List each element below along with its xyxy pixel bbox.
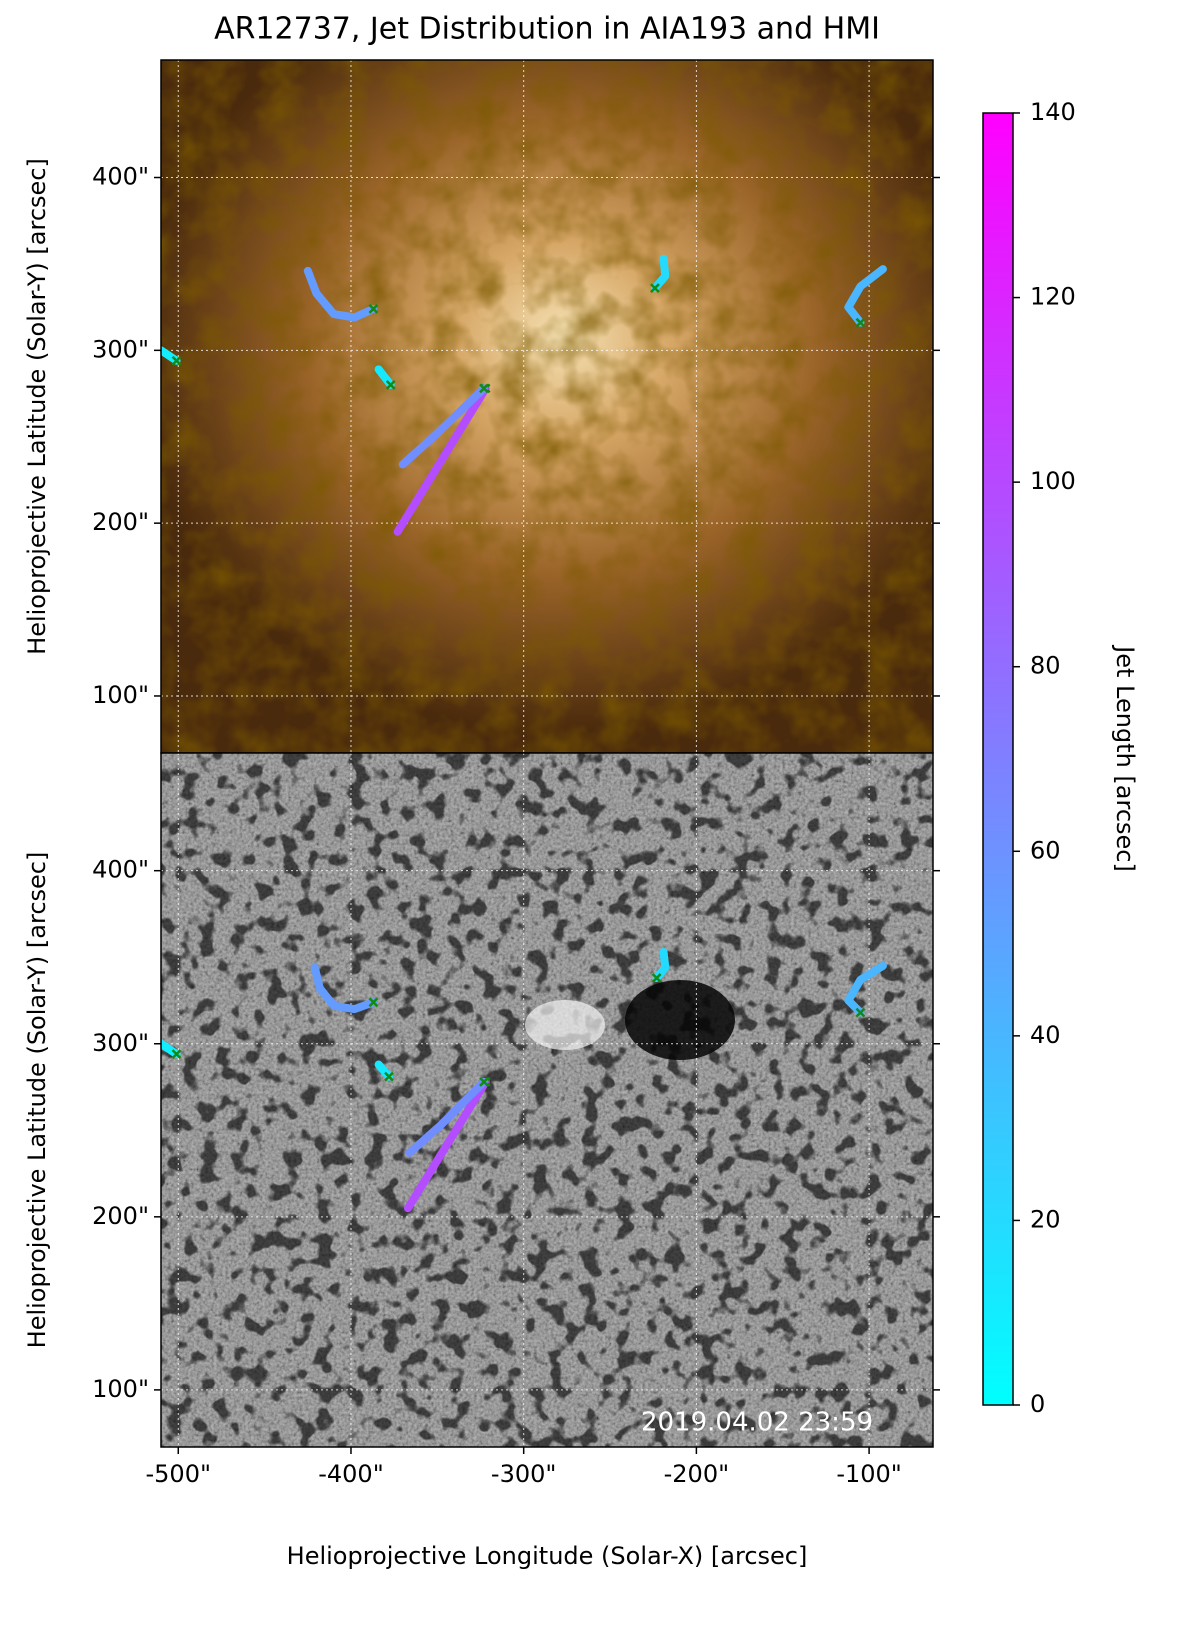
y-axis-label: Helioprojective Latitude (Solar-Y) [arcs… <box>23 852 51 1349</box>
jet <box>398 384 488 469</box>
colorbar-tick-label: 20 <box>1030 1205 1061 1233</box>
colorbar-tick-label: 140 <box>1030 98 1076 126</box>
figure-title: AR12737, Jet Distribution in AIA193 and … <box>214 12 880 47</box>
colorbar-tick-label: 60 <box>1030 836 1061 864</box>
jet-base-marker <box>651 973 662 983</box>
colorbar <box>982 112 1014 1406</box>
jet-base-marker <box>171 1049 182 1060</box>
jet-base-marker <box>650 283 660 294</box>
panel <box>161 753 933 1447</box>
colorbar-tick-label: 80 <box>1030 652 1061 680</box>
jet-base-marker <box>855 1007 866 1018</box>
jet <box>310 963 378 1014</box>
y-axis-label: Helioprojective Latitude (Solar-Y) [arcs… <box>23 158 51 655</box>
x-tick-label: -400" <box>318 1460 384 1488</box>
y-tick-label: 300" <box>92 335 149 363</box>
colorbar-tick-label: 100 <box>1030 467 1076 495</box>
jet <box>303 266 378 322</box>
colorbar-tick-label: 40 <box>1030 1021 1061 1049</box>
colorbar-label: Jet Length [arcsec] <box>1111 644 1139 872</box>
jet <box>393 384 490 536</box>
annotation: 2019.04.02 23:59 <box>641 1408 873 1438</box>
panel <box>161 60 933 753</box>
jet <box>403 1077 490 1213</box>
x-tick-label: -300" <box>491 1460 557 1488</box>
x-axis-label: Helioprojective Longitude (Solar-X) [arc… <box>287 1542 808 1570</box>
x-tick-label: -100" <box>836 1460 902 1488</box>
jet <box>405 1077 488 1157</box>
jet-base-marker <box>385 380 396 390</box>
y-tick-label: 200" <box>92 1202 149 1230</box>
y-tick-label: 400" <box>92 856 149 884</box>
x-tick-label: -500" <box>146 1460 212 1488</box>
magnetic-region <box>625 980 735 1060</box>
jet-base-marker <box>384 1071 394 1082</box>
colorbar-tick-label: 0 <box>1030 1390 1045 1418</box>
image-spots <box>161 753 933 1447</box>
axes-frame <box>160 752 934 1448</box>
jet-base-marker <box>855 317 866 328</box>
y-tick-label: 300" <box>92 1029 149 1057</box>
jet <box>844 265 887 327</box>
y-tick-label: 100" <box>92 681 149 709</box>
jet-base-marker <box>368 303 379 314</box>
jet-base-marker <box>479 1076 489 1087</box>
colorbar-tick-label: 120 <box>1030 283 1076 311</box>
y-tick-label: 400" <box>92 163 149 191</box>
magnetic-region <box>525 1000 605 1050</box>
jet-base-marker <box>171 355 182 366</box>
jet-base-marker <box>368 997 379 1008</box>
x-tick-label: -200" <box>664 1460 730 1488</box>
jet-base-marker <box>479 383 489 394</box>
y-tick-label: 100" <box>92 1375 149 1403</box>
jet <box>844 961 887 1017</box>
image-texture <box>161 60 933 753</box>
y-tick-label: 200" <box>92 508 149 536</box>
